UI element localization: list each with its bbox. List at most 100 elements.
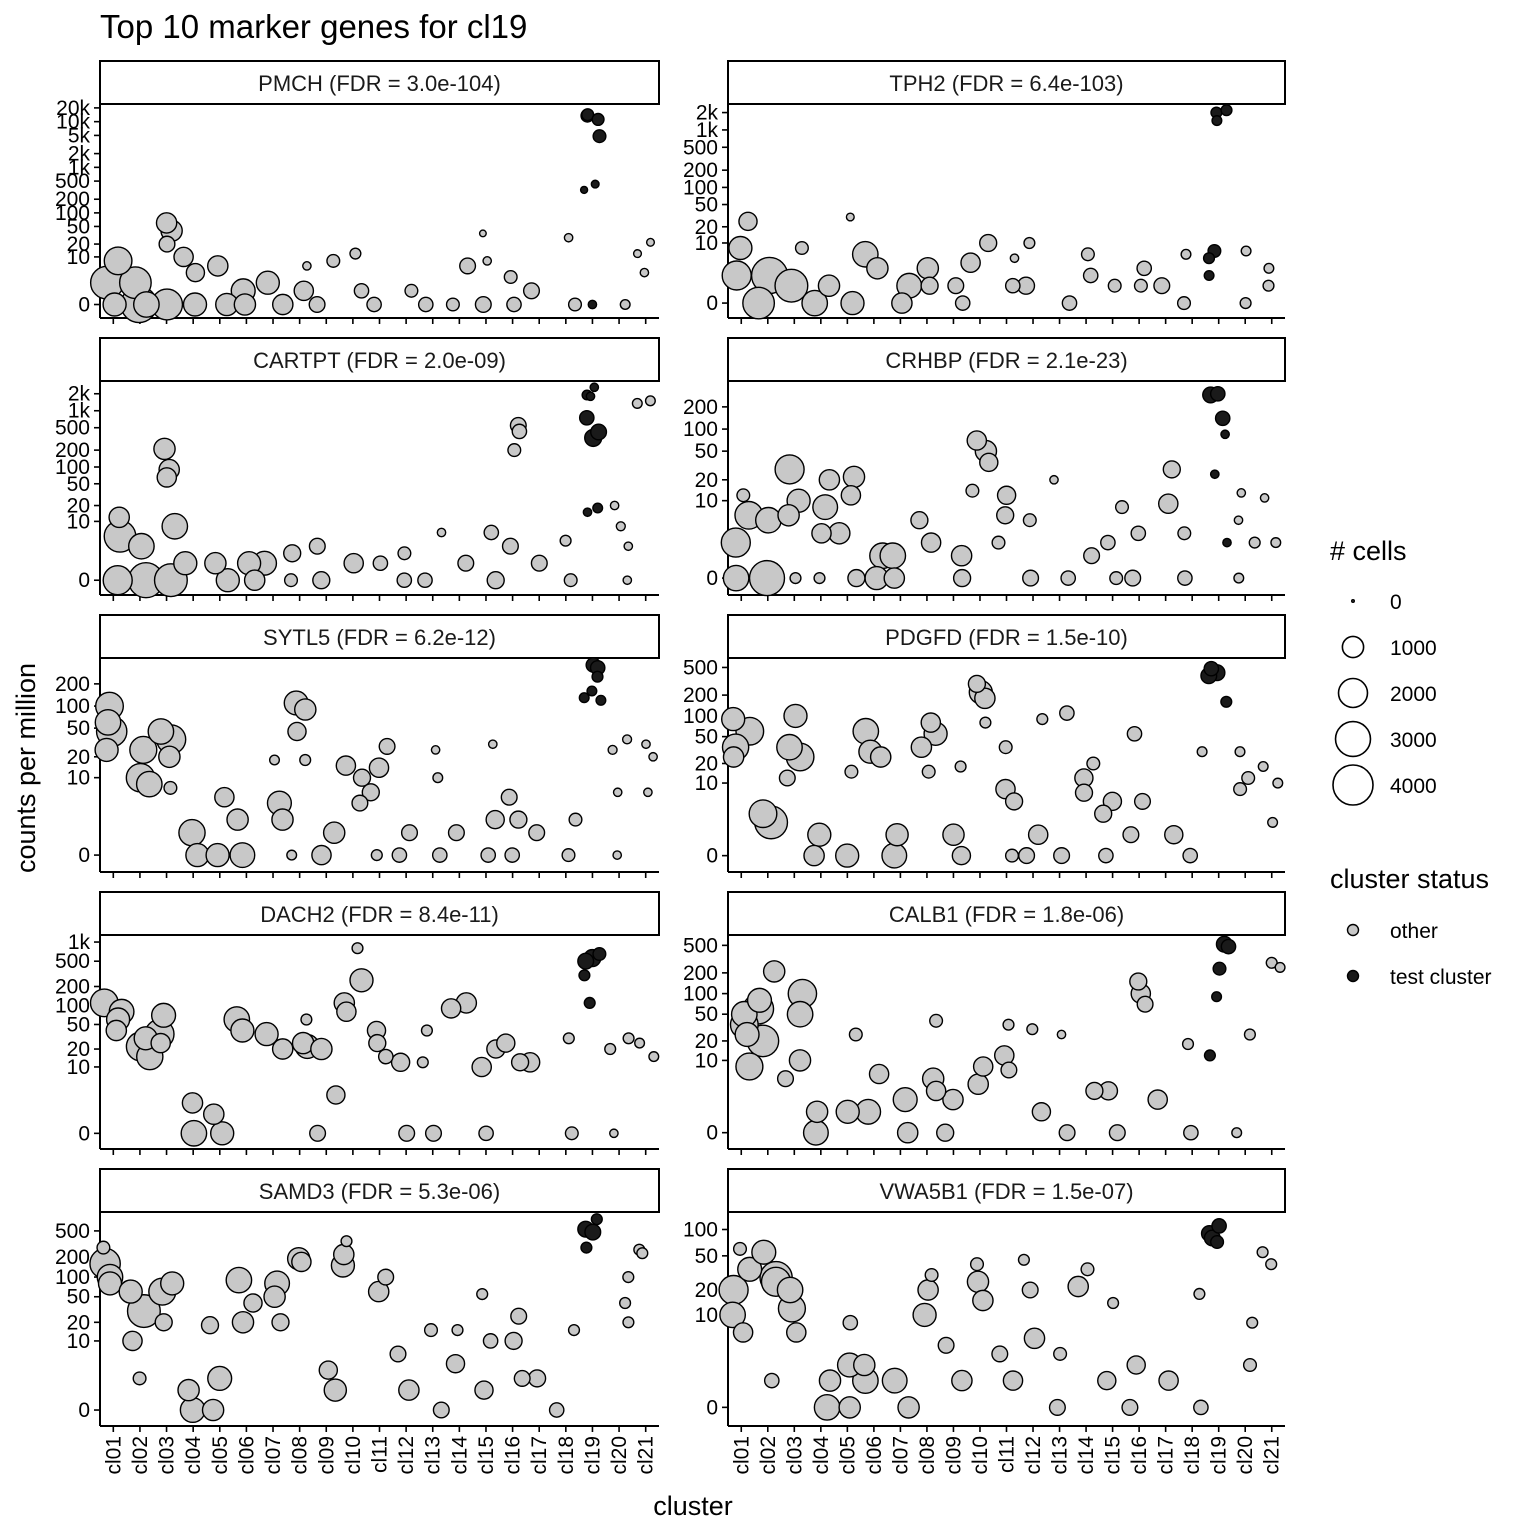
data-point: [612, 850, 623, 860]
data-point: [548, 1402, 565, 1418]
panel-strip: [727, 614, 1286, 659]
data-point: [998, 740, 1013, 755]
data-point: [1176, 296, 1192, 311]
data-point: [619, 298, 631, 311]
data-point: [721, 706, 746, 732]
data-point: [966, 1270, 990, 1294]
data-point: [271, 1313, 290, 1332]
data-point: [323, 1378, 348, 1402]
y-tick-label: 100: [683, 983, 718, 1006]
x-tick-label: cl18: [555, 1436, 578, 1475]
y-tick-label: 1k: [696, 119, 719, 142]
x-tick-label: cl19: [1208, 1436, 1231, 1475]
data-point: [942, 823, 965, 847]
data-point: [1211, 1218, 1227, 1234]
data-point: [802, 1119, 829, 1146]
data-point: [1080, 1262, 1095, 1277]
data-point: [233, 293, 257, 316]
data-point: [1021, 1281, 1039, 1299]
data-point: [777, 503, 800, 527]
x-tick-label: cl01: [730, 1436, 753, 1475]
panel-strip: [99, 891, 660, 936]
y-tick-label: 50: [695, 194, 718, 217]
data-point: [972, 1289, 994, 1312]
data-point: [735, 1052, 764, 1081]
status-legend-key: [1346, 923, 1360, 937]
panel-strip: [99, 614, 660, 659]
data-point: [155, 212, 178, 234]
x-tick-label: cl13: [1049, 1436, 1072, 1475]
data-point: [812, 494, 839, 521]
y-tick-label: 50: [695, 1003, 718, 1026]
data-point: [1243, 1028, 1257, 1041]
data-point: [1136, 260, 1153, 277]
data-point: [776, 733, 803, 761]
y-tick-label: 20k: [56, 97, 90, 120]
data-point: [1177, 526, 1192, 541]
data-point: [530, 554, 548, 572]
data-point: [1193, 1399, 1209, 1416]
y-tick-label: 50: [67, 717, 90, 740]
data-point: [349, 247, 362, 260]
data-point: [459, 257, 477, 275]
data-point: [1196, 746, 1208, 758]
y-tick-label: 10: [67, 1330, 90, 1353]
data-point: [156, 467, 178, 488]
data-point: [563, 573, 578, 588]
data-point: [318, 1360, 339, 1380]
data-point: [1274, 961, 1286, 973]
data-point: [578, 409, 595, 426]
data-point: [818, 468, 841, 491]
y-tick-label: 5k: [68, 124, 91, 147]
data-point: [1022, 569, 1040, 587]
data-point: [732, 1322, 754, 1343]
data-point: [805, 1100, 829, 1124]
data-point: [132, 291, 160, 318]
data-point: [643, 787, 653, 798]
data-point: [352, 768, 372, 787]
data-point: [343, 552, 365, 574]
data-point: [308, 295, 326, 314]
data-point: [1083, 547, 1101, 565]
x-axis-title: cluster: [653, 1491, 733, 1521]
y-tick-label: 0: [706, 567, 718, 590]
y-tick-label: 0: [78, 1122, 90, 1145]
y-tick-label: 0: [706, 1396, 718, 1419]
data-point: [1234, 746, 1246, 758]
data-point: [255, 270, 280, 295]
data-point: [377, 1048, 394, 1065]
data-point: [1004, 792, 1024, 811]
panel-strip-label: DACH2 (FDR = 8.4e-11): [260, 902, 499, 927]
data-point: [1018, 847, 1036, 865]
data-point: [1239, 297, 1252, 310]
data-point: [1164, 824, 1184, 845]
y-tick-label: 200: [683, 396, 718, 419]
data-point: [785, 1322, 807, 1343]
data-point: [1162, 460, 1181, 479]
data-point: [891, 292, 913, 314]
data-point: [478, 229, 487, 238]
y-tick-label: 100: [683, 1218, 718, 1241]
size-legend-label: 2000: [1390, 683, 1437, 706]
data-point: [645, 237, 656, 247]
data-point: [1158, 1370, 1179, 1391]
data-point: [813, 571, 826, 585]
data-point: [1241, 770, 1256, 786]
data-point: [1209, 385, 1226, 402]
data-point: [1153, 277, 1171, 295]
data-point: [852, 717, 880, 745]
data-point: [589, 382, 600, 393]
x-tick-label: cl01: [102, 1436, 125, 1475]
data-point: [161, 512, 189, 540]
data-point: [954, 295, 971, 311]
size-legend-key: [1334, 720, 1372, 758]
data-point: [1126, 725, 1143, 742]
data-point: [311, 844, 332, 866]
data-point: [979, 716, 992, 729]
data-point: [366, 296, 382, 313]
data-point: [283, 573, 299, 588]
y-tick-label: 10: [67, 1056, 90, 1079]
data-point: [590, 1213, 603, 1226]
y-tick-label: 10: [695, 1304, 718, 1327]
